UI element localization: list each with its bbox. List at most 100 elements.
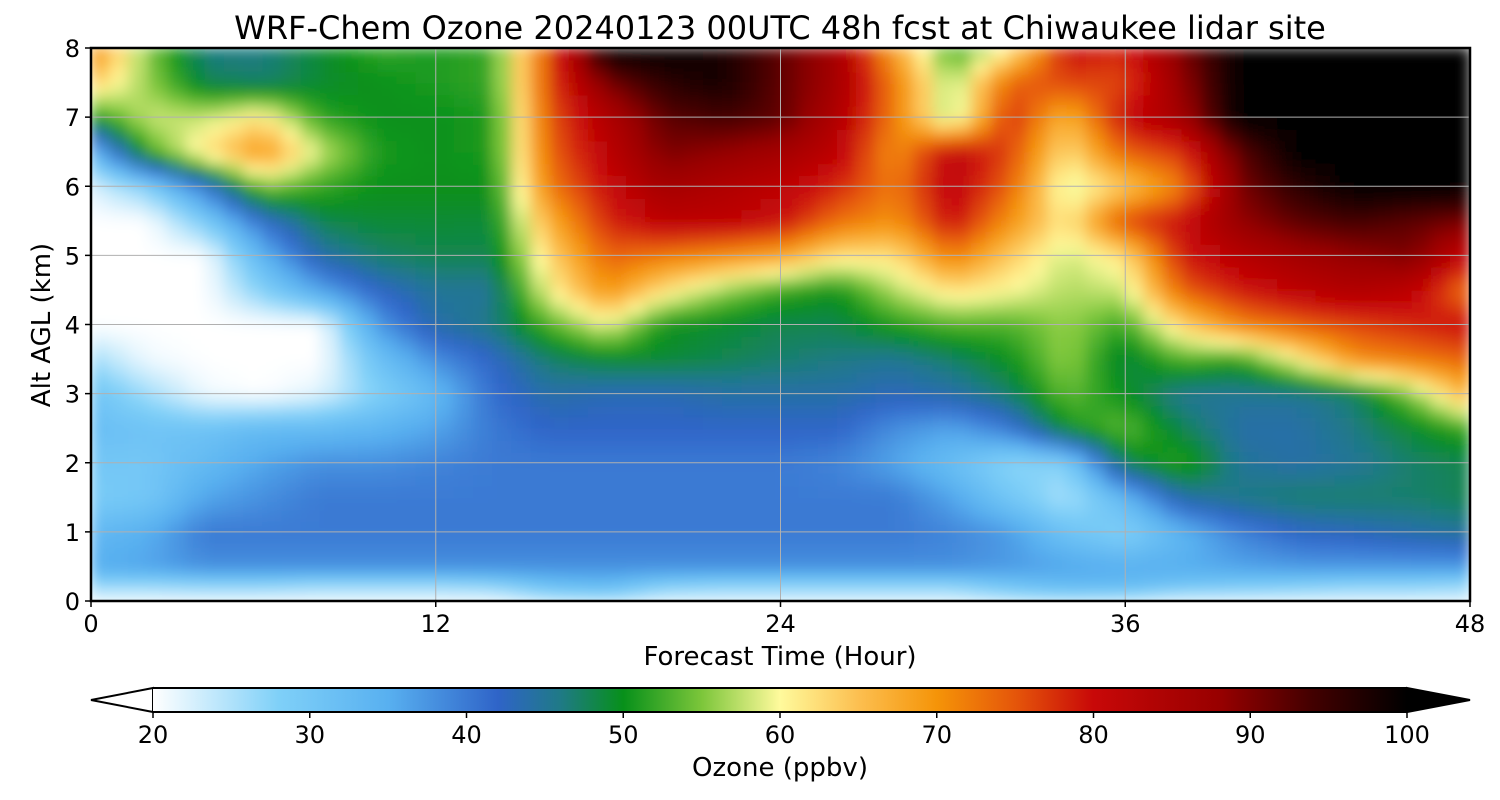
- heatmap-cell: [875, 571, 897, 579]
- heatmap-cell: [741, 530, 763, 545]
- heatmap-cell: [1028, 582, 1050, 591]
- heatmap-cell: [1239, 323, 1261, 338]
- heatmap-cell: [664, 542, 686, 556]
- heatmap-cell: [990, 231, 1012, 245]
- heatmap-cell: [511, 58, 533, 73]
- heatmap-cell: [856, 381, 878, 395]
- heatmap-cell: [1162, 415, 1184, 430]
- heatmap-cell: [1239, 48, 1261, 61]
- heatmap-cell: [166, 58, 188, 73]
- heatmap-cell: [204, 196, 227, 211]
- heatmap-cell: [1296, 219, 1318, 234]
- heatmap-cell: [913, 70, 935, 84]
- heatmap-cell: [607, 58, 629, 73]
- heatmap-cell: [1239, 496, 1261, 510]
- heatmap-cell: [1181, 484, 1203, 499]
- heatmap-cell: [875, 93, 897, 107]
- heatmap-cell: [109, 104, 131, 119]
- heatmap-cell: [415, 173, 437, 188]
- heatmap-cell: [319, 369, 341, 384]
- heatmap-cell: [396, 208, 418, 222]
- heatmap-cell: [204, 565, 227, 574]
- heatmap-cell: [587, 116, 610, 130]
- heatmap-cell: [951, 346, 974, 361]
- heatmap-cell: [1220, 242, 1242, 257]
- heatmap-cell: [128, 582, 150, 591]
- heatmap-cell: [1411, 288, 1433, 303]
- heatmap-cell: [1124, 582, 1146, 591]
- heatmap-cell: [473, 93, 495, 107]
- heatmap-cell: [990, 254, 1012, 268]
- heatmap-cell: [415, 438, 437, 453]
- heatmap-cell: [300, 300, 322, 314]
- heatmap-cell: [1334, 507, 1357, 522]
- heatmap-cell: [626, 576, 648, 585]
- heatmap-cell: [1066, 582, 1088, 591]
- heatmap-cell: [204, 542, 227, 556]
- heatmap-cell: [473, 196, 495, 211]
- heatmap-cell: [971, 571, 993, 579]
- heatmap-cell: [109, 507, 131, 522]
- heatmap-cell: [1449, 392, 1470, 407]
- heatmap-cell: [204, 519, 227, 533]
- heatmap-cell: [1124, 553, 1146, 568]
- heatmap-cell: [415, 242, 437, 257]
- heatmap-cell: [530, 404, 552, 418]
- heatmap-cell: [1411, 173, 1433, 188]
- heatmap-cell: [109, 542, 131, 556]
- heatmap-cell: [128, 70, 150, 84]
- heatmap-cell: [147, 450, 169, 464]
- heatmap-cell: [243, 185, 265, 199]
- heatmap-cell: [607, 127, 629, 142]
- heatmap-cell: [1296, 392, 1318, 407]
- heatmap-cell: [971, 369, 993, 384]
- heatmap-cell: [396, 484, 418, 499]
- heatmap-cell: [1181, 519, 1203, 533]
- heatmap-cell: [1430, 242, 1452, 257]
- heatmap-cell: [243, 565, 265, 574]
- heatmap-cell: [511, 473, 533, 487]
- heatmap-cell: [530, 582, 552, 591]
- heatmap-cell: [1411, 311, 1433, 326]
- heatmap-cell: [645, 369, 667, 384]
- heatmap-cell: [453, 588, 476, 597]
- heatmap-cell: [492, 300, 514, 314]
- heatmap-cell: [511, 139, 533, 153]
- heatmap-cell: [1085, 346, 1108, 361]
- heatmap-cell: [1047, 335, 1069, 349]
- heatmap-cell: [243, 150, 265, 165]
- heatmap-cell: [1220, 150, 1242, 165]
- heatmap-cell: [798, 450, 820, 464]
- heatmap-cell: [1430, 231, 1452, 245]
- heatmap-cell: [587, 196, 610, 211]
- heatmap-cell: [722, 404, 744, 418]
- heatmap-cell: [1277, 104, 1299, 119]
- heatmap-cell: [722, 277, 744, 291]
- heatmap-cell: [319, 335, 341, 349]
- heatmap-cell: [1315, 162, 1337, 176]
- heatmap-cell: [204, 530, 227, 545]
- heatmap-cell: [243, 358, 265, 372]
- heatmap-cell: [434, 582, 456, 591]
- heatmap-cell: [147, 288, 169, 303]
- heatmap-cell: [415, 231, 437, 245]
- heatmap-cell: [338, 104, 361, 119]
- heatmap-cell: [1066, 392, 1088, 407]
- heatmap-cell: [338, 346, 361, 361]
- heatmap-cell: [147, 507, 169, 522]
- heatmap-cell: [185, 208, 207, 222]
- heatmap-cell: [185, 484, 207, 499]
- heatmap-cell: [1354, 196, 1376, 211]
- heatmap-cell: [722, 81, 744, 96]
- heatmap-cell: [836, 254, 859, 268]
- heatmap-cell: [224, 358, 246, 372]
- heatmap-cell: [185, 311, 207, 326]
- heatmap-cell: [587, 265, 610, 280]
- heatmap-cell: [511, 277, 533, 291]
- heatmap-cell: [1105, 93, 1127, 107]
- heatmap-cell: [971, 450, 993, 464]
- heatmap-cell: [817, 404, 839, 418]
- heatmap-cell: [1105, 553, 1127, 568]
- heatmap-cell: [1258, 588, 1280, 597]
